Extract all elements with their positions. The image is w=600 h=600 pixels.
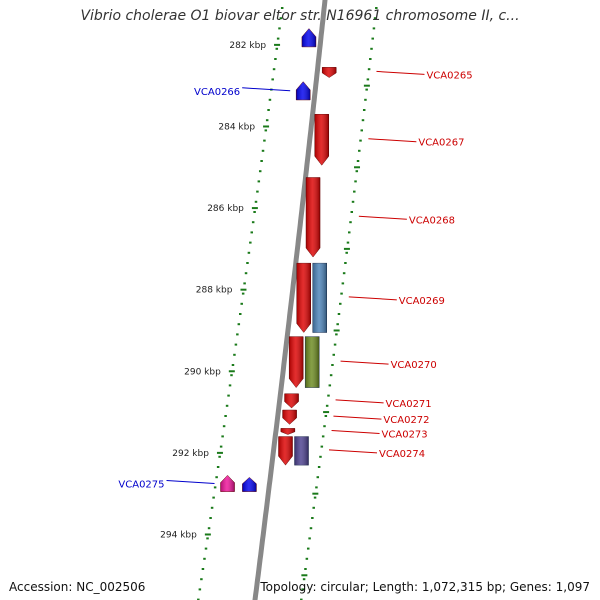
gene-label[interactable]: VCA0266 — [194, 87, 240, 98]
gene-arrow-shading — [242, 477, 257, 492]
gene-arrow-shading — [306, 177, 321, 258]
gene-label-leader — [376, 70, 425, 75]
gene-label-leader — [328, 449, 378, 454]
domain-block-shading — [312, 263, 327, 333]
gene-label-leader — [242, 87, 291, 92]
gene-arrow-shading — [301, 28, 316, 47]
gene-arrow-shading — [280, 428, 295, 435]
gene-label[interactable]: VCA0270 — [391, 360, 437, 371]
scale-tick-label: 286 kbp — [207, 204, 244, 214]
gene-label-leader — [166, 479, 215, 484]
gene-label-leader — [333, 415, 382, 420]
gene-label-leader — [335, 399, 384, 404]
gene-label[interactable]: VCA0272 — [383, 415, 429, 426]
scale-tick-label: 294 kbp — [160, 530, 197, 540]
gene-label-leader — [368, 138, 417, 143]
gene-label[interactable]: VCA0273 — [382, 429, 428, 440]
gene-arrow-shading — [278, 436, 293, 466]
gene-label[interactable]: VCA0268 — [409, 215, 455, 226]
gene-features — [220, 28, 337, 492]
scale-tick-label: 292 kbp — [172, 449, 209, 459]
gene-arrow-shading — [284, 393, 299, 408]
gene-arrow-shading — [289, 336, 304, 388]
gene-arrow-shading — [322, 67, 337, 78]
domain-block-shading — [294, 436, 309, 466]
gene-label[interactable]: VCA0275 — [118, 479, 164, 490]
gene-label-leader — [340, 360, 389, 365]
scale-tick-label: 288 kbp — [196, 286, 233, 296]
gene-arrow-shading — [220, 475, 235, 492]
gene-label[interactable]: VCA0267 — [418, 138, 464, 149]
gene-arrow-shading — [296, 263, 311, 333]
gene-label-leader — [358, 215, 407, 220]
gene-arrow-shading — [296, 81, 311, 100]
chromosome-backbone — [252, 0, 328, 600]
gene-label[interactable]: VCA0265 — [426, 70, 472, 81]
gene-label-leader — [348, 296, 397, 301]
accession-text: Accession: NC_002506 — [9, 580, 146, 594]
gene-label[interactable]: VCA0271 — [386, 399, 432, 410]
scale-tick-label: 282 kbp — [229, 41, 266, 51]
gene-label[interactable]: VCA0269 — [399, 296, 445, 307]
gene-arrow-shading — [282, 410, 297, 425]
domain-block-shading — [305, 336, 320, 388]
gene-arrow-shading — [314, 114, 329, 166]
map-title: Vibrio cholerae O1 biovar eltor str. N16… — [80, 8, 520, 24]
scale-tick-label: 284 kbp — [218, 122, 255, 132]
gene-label-leader — [331, 429, 380, 434]
gene-labels: VCA0265 VCA0266 VCA0267 VCA0268 VCA0269 VCA02… — [118, 70, 472, 490]
gene-label[interactable]: VCA0274 — [379, 449, 425, 460]
scale-ticks: 282 kbp 284 kbp 286 kbp 288 kbp 290 kbp 292 k… — [160, 7, 378, 600]
scale-tick-label: 290 kbp — [184, 367, 221, 377]
topology-text: Topology: circular; Length: 1,072,315 bp… — [260, 580, 590, 594]
